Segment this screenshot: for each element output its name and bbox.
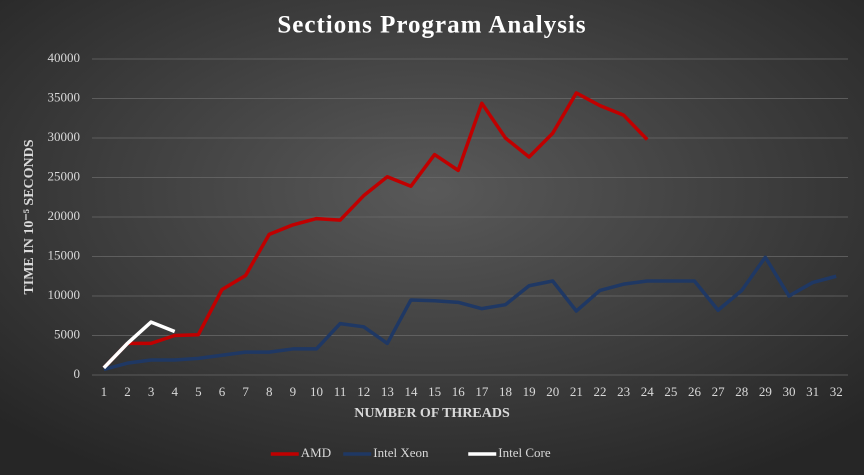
- y-tick-label: 30000: [48, 129, 81, 144]
- x-tick-label: 16: [452, 384, 466, 399]
- x-tick-label: 9: [290, 384, 297, 399]
- x-tick-label: 18: [499, 384, 512, 399]
- x-tick-label: 17: [475, 384, 489, 399]
- series-line: [102, 320, 176, 370]
- x-tick-label: 7: [242, 384, 249, 399]
- y-axis-label: TIME IN 10⁻⁵ SECONDS: [22, 139, 37, 294]
- legend-label: AMD: [301, 445, 331, 460]
- x-tick-label: 10: [310, 384, 323, 399]
- x-tick-label: 3: [148, 384, 155, 399]
- series-line: [102, 91, 649, 370]
- x-axis-label: NUMBER OF THREADS: [354, 406, 510, 421]
- legend-label: Intel Core: [498, 445, 551, 460]
- x-tick-label: 26: [688, 384, 702, 399]
- x-tick-label: 14: [404, 384, 418, 399]
- x-tick-label: 21: [570, 384, 583, 399]
- y-tick-label: 40000: [48, 50, 81, 65]
- x-tick-label: 22: [593, 384, 606, 399]
- y-tick-label: 0: [74, 366, 81, 381]
- x-tick-label: 15: [428, 384, 441, 399]
- x-tick-label: 27: [712, 384, 726, 399]
- legend-label: Intel Xeon: [373, 445, 429, 460]
- x-tick-label: 5: [195, 384, 202, 399]
- x-tick-label: 20: [546, 384, 559, 399]
- x-tick-label: 32: [830, 384, 843, 399]
- y-tick-label: 25000: [48, 168, 81, 183]
- x-tick-label: 24: [641, 384, 655, 399]
- x-tick-label: 19: [523, 384, 536, 399]
- y-tick-label: 20000: [48, 208, 81, 223]
- x-tick-label: 6: [219, 384, 226, 399]
- x-tick-label: 1: [101, 384, 108, 399]
- x-tick-label: 12: [357, 384, 370, 399]
- x-tick-label: 13: [381, 384, 394, 399]
- x-tick-label: 11: [334, 384, 347, 399]
- series-line: [103, 255, 837, 372]
- x-tick-label: 28: [735, 384, 748, 399]
- x-tick-label: 30: [782, 384, 795, 399]
- x-tick-label: 23: [617, 384, 630, 399]
- x-tick-label: 4: [171, 384, 178, 399]
- x-tick-label: 8: [266, 384, 273, 399]
- y-tick-label: 35000: [48, 89, 81, 104]
- x-tick-label: 25: [664, 384, 677, 399]
- y-tick-label: 15000: [48, 247, 81, 262]
- x-tick-label: 31: [806, 384, 819, 399]
- x-tick-label: 2: [124, 384, 131, 399]
- y-tick-label: 10000: [48, 287, 81, 302]
- y-tick-label: 5000: [54, 326, 80, 341]
- x-tick-label: 29: [759, 384, 772, 399]
- chart-title: Sections Program Analysis: [277, 12, 586, 39]
